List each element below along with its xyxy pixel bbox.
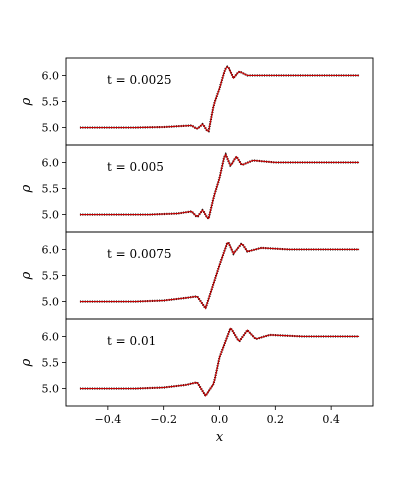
series-line-red [79,65,360,132]
y-tick-label: 5.5 [42,183,60,196]
y-tick-label: 6.0 [42,156,60,169]
y-tick-label: 5.0 [42,296,60,309]
y-tick-label: 6.0 [42,69,60,82]
y-tick-label: 6.0 [42,243,60,256]
y-axis-label: ρ [19,271,34,280]
y-axis-label: ρ [19,358,34,367]
y-tick-label: 6.0 [42,330,60,343]
panel-time-annotation: t = 0.0075 [107,247,172,261]
chart-panel-3: 5.0 5.5 6.0 ρ t = 0.0075 [19,231,374,320]
x-tick-label: 0.0 [211,413,229,426]
series-line-red [79,242,360,310]
y-tick-label: 5.0 [42,122,60,135]
panel-frame [65,318,374,407]
y-tick-label: 5.5 [42,96,60,109]
series-line-red [79,153,360,220]
y-tick-label: 5.5 [42,270,60,283]
panel-time-annotation: t = 0.01 [107,334,156,348]
panel-time-annotation: t = 0.005 [107,160,164,174]
chart-panel-4: 5.0 5.5 6.0 ρ t = 0.01 −0.4 −0.2 0.0 0.2 0.4 x [19,318,374,445]
panel-frame [65,231,374,320]
panel-frame [65,57,374,146]
y-tick-label: 5.0 [42,209,60,222]
x-tick-label: 0.4 [322,413,340,426]
y-axis-label: ρ [19,184,34,193]
x-tick-label: 0.2 [267,413,285,426]
x-tick-label: −0.4 [95,413,122,426]
chart-panel-2: 5.0 5.5 6.0 ρ t = 0.005 [19,144,374,233]
series-line-red [79,327,360,397]
panel-frame [65,144,374,233]
panel-time-annotation: t = 0.0025 [107,73,172,87]
x-tick-label: −0.2 [150,413,177,426]
y-tick-label: 5.0 [42,383,60,396]
y-tick-label: 5.5 [42,357,60,370]
x-axis-label: x [216,430,224,445]
chart-panel-1: 5.0 5.5 6.0 ρ t = 0.0025 [19,57,374,146]
y-axis-label: ρ [19,97,34,106]
